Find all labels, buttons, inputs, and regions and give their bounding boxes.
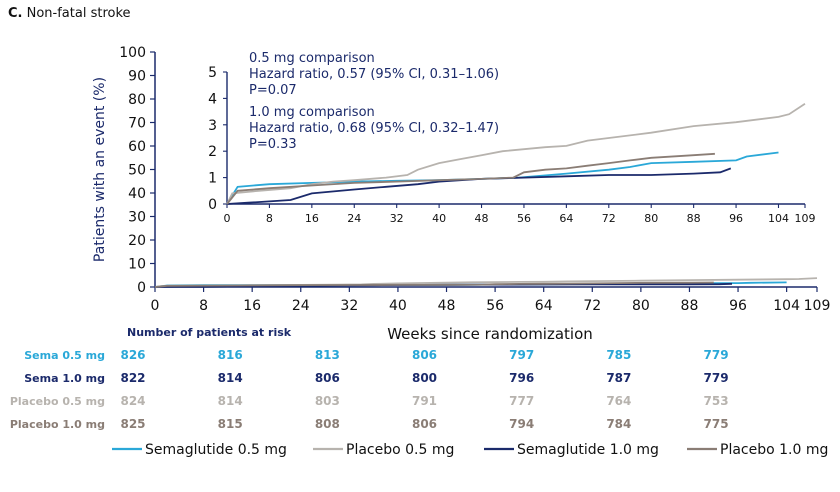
y-tick-label: 20 — [128, 233, 146, 249]
inset-y-tick-label: 5 — [208, 65, 217, 81]
inset-annotation-line: P=0.07 — [249, 83, 297, 98]
x-tick-label: 72 — [583, 298, 601, 314]
risk-cell: 796 — [509, 371, 534, 385]
risk-cell: 787 — [606, 371, 631, 385]
risk-cell: 777 — [509, 394, 534, 408]
x-tick-label: 0 — [151, 298, 160, 314]
inset-annotation-line: P=0.33 — [249, 137, 297, 152]
risk-cell: 779 — [704, 371, 729, 385]
risk-cell: 822 — [120, 371, 145, 385]
x-tick-label: 80 — [632, 298, 650, 314]
x-tick-label: 8 — [199, 298, 208, 314]
y-axis-label: Patients with an event (%) — [92, 77, 108, 262]
inset-x-tick-label: 8 — [266, 212, 273, 225]
y-tick-label: 60 — [128, 139, 146, 155]
inset-x-tick-label: 32 — [390, 212, 404, 225]
inset-annotation-line: Hazard ratio, 0.57 (95% CI, 0.31–1.06) — [249, 67, 499, 82]
risk-cell: 815 — [218, 417, 243, 431]
risk-cell: 753 — [704, 394, 729, 408]
inset-series-line — [226, 167, 732, 205]
inset-x-tick-label: 64 — [559, 212, 573, 225]
risk-cell: 794 — [509, 417, 534, 431]
risk-cell: 808 — [315, 417, 340, 431]
legend-label: Semaglutide 0.5 mg — [145, 442, 287, 458]
inset-annotation-line: 0.5 mg comparison — [249, 51, 375, 66]
x-tick-label: 96 — [729, 298, 747, 314]
x-tick-label: 56 — [486, 298, 504, 314]
inset-x-tick-label: 56 — [517, 212, 531, 225]
risk-row-label: Placebo 0.5 mg — [10, 395, 105, 408]
inset-x-tick-label: 80 — [644, 212, 658, 225]
inset-x-tick-label: 109 — [795, 212, 816, 225]
inset-y-tick-label: 3 — [208, 118, 217, 134]
y-tick-label: 80 — [128, 92, 146, 108]
risk-cell: 826 — [120, 348, 145, 362]
inset-annotation-line: 1.0 mg comparison — [249, 105, 375, 120]
inset-x-tick-label: 96 — [729, 212, 743, 225]
panel-letter: C. — [8, 6, 23, 21]
y-tick-label: 10 — [128, 257, 146, 273]
risk-cell: 784 — [606, 417, 631, 431]
risk-table-title: Number of patients at risk — [127, 326, 292, 339]
risk-cell: 764 — [606, 394, 631, 408]
inset-x-tick-label: 16 — [305, 212, 319, 225]
x-tick-label: 24 — [292, 298, 310, 314]
inset-x-tick-label: 0 — [224, 212, 231, 225]
inset-x-tick-label: 40 — [432, 212, 446, 225]
risk-cell: 813 — [315, 348, 340, 362]
x-tick-label: 16 — [243, 298, 261, 314]
inset-series-line — [226, 152, 715, 205]
risk-cell: 797 — [509, 348, 534, 362]
risk-cell: 779 — [704, 348, 729, 362]
risk-cell: 825 — [120, 417, 145, 431]
x-tick-label: 109 — [804, 298, 831, 314]
x-tick-label: 64 — [535, 298, 553, 314]
risk-row-label: Placebo 1.0 mg — [10, 418, 105, 431]
y-tick-label: 100 — [119, 45, 146, 61]
y-tick-label: 50 — [128, 163, 146, 179]
panel-title: Non-fatal stroke — [26, 6, 131, 21]
risk-cell: 814 — [218, 394, 243, 408]
x-tick-label: 32 — [340, 298, 358, 314]
risk-cell: 803 — [315, 394, 340, 408]
panel-label: C. Non-fatal stroke — [8, 6, 131, 21]
legend-label: Placebo 1.0 mg — [720, 442, 828, 458]
x-tick-label: 48 — [438, 298, 456, 314]
y-tick-label: 0 — [137, 280, 146, 296]
risk-cell: 806 — [412, 417, 437, 431]
inset-x-tick-label: 24 — [347, 212, 361, 225]
inset-annotation-line: Hazard ratio, 0.68 (95% CI, 0.32–1.47) — [249, 121, 499, 136]
inset-x-tick-label: 104 — [768, 212, 789, 225]
inset-y-tick-label: 4 — [208, 91, 217, 107]
y-tick-label: 70 — [128, 116, 146, 132]
main-series-line — [154, 281, 714, 288]
risk-row-label: Sema 1.0 mg — [24, 372, 105, 385]
x-tick-label: 40 — [389, 298, 407, 314]
risk-row-label: Sema 0.5 mg — [24, 349, 105, 362]
legend-label: Placebo 0.5 mg — [346, 442, 454, 458]
x-axis-label: Weeks since randomization — [387, 325, 593, 343]
inset-y-tick-label: 0 — [208, 197, 217, 213]
risk-cell: 814 — [218, 371, 243, 385]
y-tick-label: 90 — [128, 69, 146, 85]
risk-cell: 791 — [412, 394, 437, 408]
risk-cell: 816 — [218, 348, 243, 362]
risk-cell: 785 — [606, 348, 631, 362]
risk-cell: 806 — [412, 348, 437, 362]
inset-y-tick-label: 1 — [208, 171, 217, 187]
y-tick-label: 40 — [128, 186, 146, 202]
legend-label: Semaglutide 1.0 mg — [517, 442, 659, 458]
inset-x-tick-label: 88 — [687, 212, 701, 225]
y-tick-label: 30 — [128, 210, 146, 226]
inset-x-tick-label: 48 — [475, 212, 489, 225]
risk-cell: 806 — [315, 371, 340, 385]
x-tick-label: 104 — [773, 298, 800, 314]
risk-cell: 800 — [412, 371, 437, 385]
x-tick-label: 88 — [681, 298, 699, 314]
inset-y-tick-label: 2 — [208, 144, 217, 160]
risk-cell: 824 — [120, 394, 145, 408]
risk-cell: 775 — [704, 417, 729, 431]
inset-x-tick-label: 72 — [602, 212, 616, 225]
